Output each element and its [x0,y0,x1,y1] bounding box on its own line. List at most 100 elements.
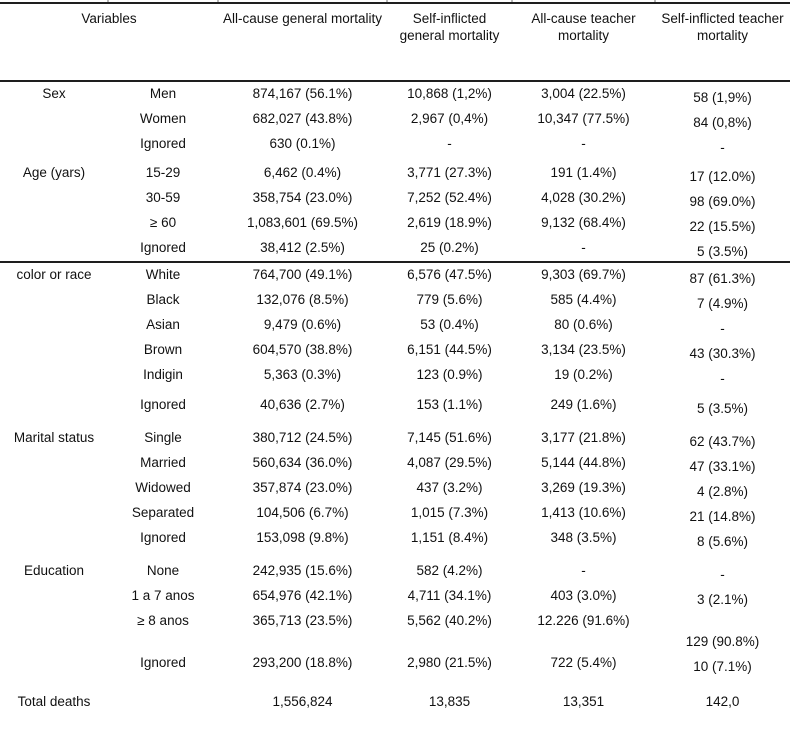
cell-category: ≥ 60 [149,215,177,230]
cell-variable [0,107,108,132]
cell-value: 53 (0.4%) [420,317,479,332]
table-row: color or race White 764,700 (49.1%) 6,576 (… [0,263,790,288]
table-row: Black 132,076 (8.5%) 779 (5.6%) 585 (4.4%) 7… [0,288,790,313]
column-header-self-inflicted-teacher: Self-inflicted teacher mortality [655,4,790,82]
cell-value: 654,976 (42.1%) [252,588,353,603]
cell-value: 2,967 (0,4%) [410,111,489,126]
cell-value: 365,713 (23.5%) [252,613,353,628]
column-header-all-cause-teacher: All-cause teacher mortality [512,4,655,82]
cell-variable [0,211,108,236]
cell-value: 58 (1,9%) [693,90,752,105]
cell-value: 7,252 (52.4%) [407,190,492,205]
cell-value: 682,027 (43.8%) [252,111,353,126]
cell-variable: Education [23,563,85,578]
cell-value: 6,462 (0.4%) [263,165,342,180]
cell-category: Men [149,86,177,101]
cell-value: - [581,136,586,151]
cell-value: 2,980 (21.5%) [407,655,492,670]
cell-value: 779 (5.6%) [416,292,483,307]
section-spacer-row [0,551,790,559]
cell-value: 560,634 (36.0%) [252,455,353,470]
cell-value: 380,712 (24.5%) [252,430,353,445]
cell-value: 8 (5.6%) [696,534,749,549]
table-row: Ignored 38,412 (2.5%) 25 (0.2%) - 5 (3.5%) [0,236,790,261]
cell-value: 87 (61.3%) [689,271,756,286]
cell-category: Brown [143,342,183,357]
cell-value: 582 (4.2%) [416,563,483,578]
cell-value: 129 (90.8%) [685,634,760,649]
cell-variable [0,186,108,211]
cell-value: - [720,371,725,386]
cell-value: 3,134 (23.5%) [541,342,626,357]
cell-value: 84 (0,8%) [693,115,752,130]
table-row: Sex Men 874,167 (56.1%) 10,868 (1,2%) 3,004 … [0,81,790,107]
column-joint-tick [217,0,219,2]
cell-value: 47 (33.1%) [689,459,756,474]
cell-value: 22 (15.5%) [689,219,756,234]
cell-value: 191 (1.4%) [550,165,617,180]
cell-value: 3 (2.1%) [696,592,749,607]
cell-value: 3,269 (19.3%) [541,480,626,495]
cell-value: 348 (3.5%) [550,530,617,545]
cell-value: 9,479 (0.6%) [263,317,342,332]
cell-variable [0,651,108,676]
cell-value: 403 (3.0%) [550,588,617,603]
cell-value: 38,412 (2.5%) [260,240,345,255]
cell-category: Married [140,455,186,470]
cell-value: 242,935 (15.6%) [252,563,353,578]
cell-value: 25 (0.2%) [420,240,479,255]
cell-category: Separated [131,505,195,520]
table-row: Brown 604,570 (38.8%) 6,151 (44.5%) 3,134 (… [0,338,790,363]
cell-value: 5,562 (40.2%) [407,613,492,628]
column-joint-tick [511,0,513,2]
cell-variable [0,338,108,363]
cell-variable: Marital status [13,430,95,445]
total-value: 13,351 [562,694,605,709]
section-spacer-row [0,418,790,426]
mortality-table: Variables All-cause general mortality Se… [0,4,790,713]
cell-value: 1,413 (10.6%) [541,505,626,520]
table-row: Widowed 357,874 (23.0%) 437 (3.2%) 3,269 (1… [0,476,790,501]
cell-variable [0,609,108,651]
cell-variable [0,526,108,551]
total-label: Total deaths [17,694,91,709]
table-row: Marital status Single 380,712 (24.5%) 7,145… [0,426,790,451]
cell-variable [0,476,108,501]
cell-category: 30-59 [145,190,181,205]
cell-value: 10,347 (77.5%) [537,111,630,126]
table-row: Indigin 5,363 (0.3%) 123 (0.9%) 19 (0.2%) - [0,363,790,388]
table-row: ≥ 8 anos 365,713 (23.5%) 5,562 (40.2%) 12.2… [0,609,790,651]
cell-value: 7 (4.9%) [696,296,749,311]
cell-value: 5,363 (0.3%) [263,367,342,382]
cell-value: 9,303 (69.7%) [541,267,626,282]
cell-value: 630 (0.1%) [269,136,336,151]
cell-empty [108,688,218,713]
cell-variable [0,313,108,338]
cell-variable [0,451,108,476]
cell-variable: color or race [16,267,92,282]
cell-category: 1 a 7 anos [131,588,195,603]
cell-category: Ignored [140,397,186,412]
cell-value: 585 (4.4%) [550,292,617,307]
cell-value: 104,506 (6.7%) [256,505,349,520]
cell-value: - [720,140,725,155]
table-row: ≥ 60 1,083,601 (69.5%) 2,619 (18.9%) 9,132 … [0,211,790,236]
column-header-all-cause-general: All-cause general mortality [218,4,387,82]
table-row: Separated 104,506 (6.7%) 1,015 (7.3%) 1,413… [0,501,790,526]
cell-value: 4,028 (30.2%) [541,190,626,205]
cell-category: Widowed [135,480,191,495]
cell-variable: Age (yars) [22,165,86,180]
cell-value: 6,151 (44.5%) [407,342,492,357]
table-row: Age (yars) 15-29 6,462 (0.4%) 3,771 (27.3%)… [0,161,790,186]
header-row: Variables All-cause general mortality Se… [0,4,790,82]
cell-value: 5 (3.5%) [696,244,749,259]
section-spacer [0,418,790,426]
cell-category: Single [144,430,182,445]
cell-category: Ignored [140,240,186,255]
cell-value: 604,570 (38.8%) [252,342,353,357]
table-row: Ignored 153,098 (9.8%) 1,151 (8.4%) 348 (3.… [0,526,790,551]
cell-variable [0,393,108,418]
cell-value: - [447,136,452,151]
table-row: Ignored 293,200 (18.8%) 2,980 (21.5%) 722 (… [0,651,790,676]
cell-value: - [720,321,725,336]
